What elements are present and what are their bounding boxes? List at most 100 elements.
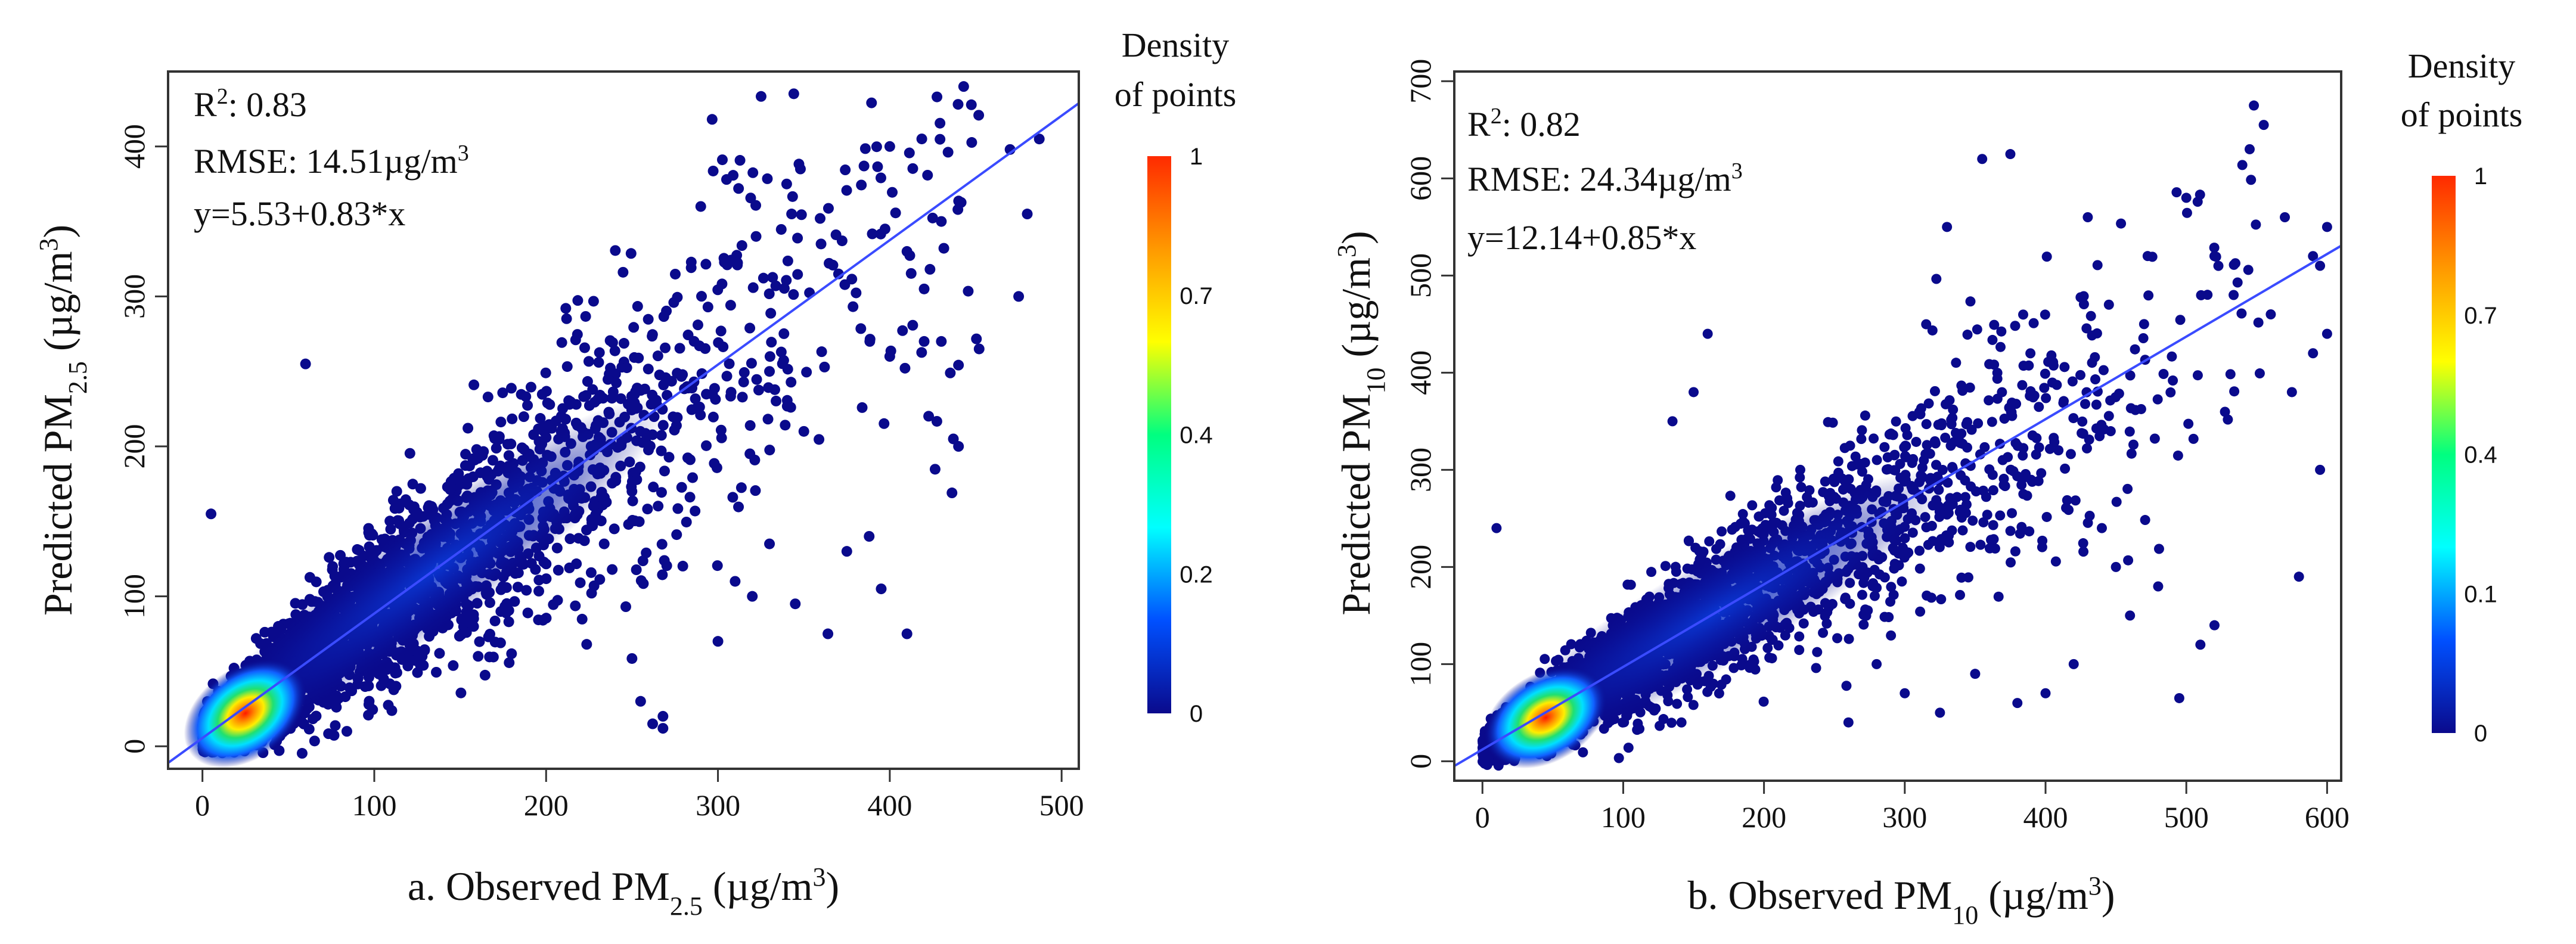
scatter-point [735,155,746,166]
scatter-point [2091,400,2102,410]
scatter-point [330,720,340,731]
scatter-point [890,207,901,218]
scatter-point [748,282,759,293]
scatter-point [1883,612,1894,622]
scatter-point [792,269,803,280]
scatter-point [2066,449,2076,459]
scatter-point [712,462,722,473]
scatter-point [783,256,793,266]
colorbar-tick-label: 0.4 [1180,423,1213,449]
scatter-point [867,228,877,239]
scatter-point [864,336,875,347]
scatter-point [501,598,512,609]
scatter-point [1921,319,1931,330]
scatter-point [1823,417,1833,427]
panel-a-colorbar-bar [1147,156,1171,713]
scatter-point [796,209,807,220]
scatter-point [795,164,806,175]
y-tick-label: 0 [117,739,151,754]
scatter-point [682,452,693,463]
scatter-point [689,336,700,347]
y-tick-label: 400 [117,124,151,169]
scatter-point [1614,753,1624,763]
scatter-point [617,267,628,278]
scatter-point [2130,344,2140,355]
scatter-point [657,539,668,549]
scatter-point [777,358,788,369]
scatter-point [1841,681,1851,691]
scatter-point [690,505,700,516]
scatter-point [584,356,594,367]
scatter-point [378,673,389,684]
scatter-point [752,374,762,385]
scatter-point [840,164,851,175]
scatter-point [721,174,732,185]
scatter-point [2226,369,2236,379]
scatter-point [746,358,757,369]
scatter-point [609,523,620,534]
scatter-point [577,614,588,625]
scatter-point [747,167,758,178]
scatter-point [641,548,651,558]
scatter-point [904,148,915,159]
scatter-point [643,314,654,325]
scatter-point [415,660,426,671]
scatter-point [779,283,790,294]
scatter-point [2059,362,2069,372]
scatter-point [856,179,867,190]
scatter-point [490,616,501,626]
scatter-point [311,576,322,587]
scatter-point [1987,417,1997,427]
scatter-point [678,561,688,572]
scatter-point [308,713,318,724]
scatter-point [586,567,597,578]
scatter-point [2075,370,2085,380]
scatter-point [628,322,639,333]
scatter-point [708,166,719,176]
scatter-point [2040,369,2050,379]
scatter-point [675,343,685,353]
scatter-point [744,323,755,334]
scatter-point [897,325,908,336]
scatter-point [823,629,833,639]
scatter-point [687,472,698,483]
scatter-point [907,320,918,331]
scatter-point [488,651,499,662]
scatter-point [478,446,489,457]
scatter-point [384,516,395,526]
scatter-point [2255,368,2265,378]
scatter-point [781,179,792,190]
scatter-point [924,264,935,275]
scatter-point [1965,296,1975,306]
x-tick-label: 400 [867,788,912,822]
scatter-point [409,501,420,512]
scatter-point [879,418,889,429]
scatter-point [2093,260,2103,270]
scatter-point [605,335,616,346]
scatter-point [872,162,883,172]
scatter-point [660,343,671,353]
scatter-point [751,231,762,242]
scatter-point [2042,512,2052,522]
scatter-point [819,362,830,372]
scatter-point [297,748,308,759]
panel-a-rmse-annotation: RMSE: 14.51µg/m3 [194,141,469,181]
scatter-point [708,412,719,423]
scatter-point [581,639,592,650]
scatter-point [756,91,766,102]
scatter-point [780,420,790,430]
scatter-point [738,377,749,387]
scatter-point [575,577,586,588]
scatter-point [778,328,789,339]
scatter-point [390,667,401,678]
scatter-point [716,278,727,289]
scatter-point [703,302,713,312]
scatter-point [733,502,744,513]
scatter-point [936,336,946,347]
scatter-point [776,224,787,235]
scatter-point [1840,443,1850,453]
scatter-point [765,351,775,362]
scatter-point [2034,402,2044,412]
